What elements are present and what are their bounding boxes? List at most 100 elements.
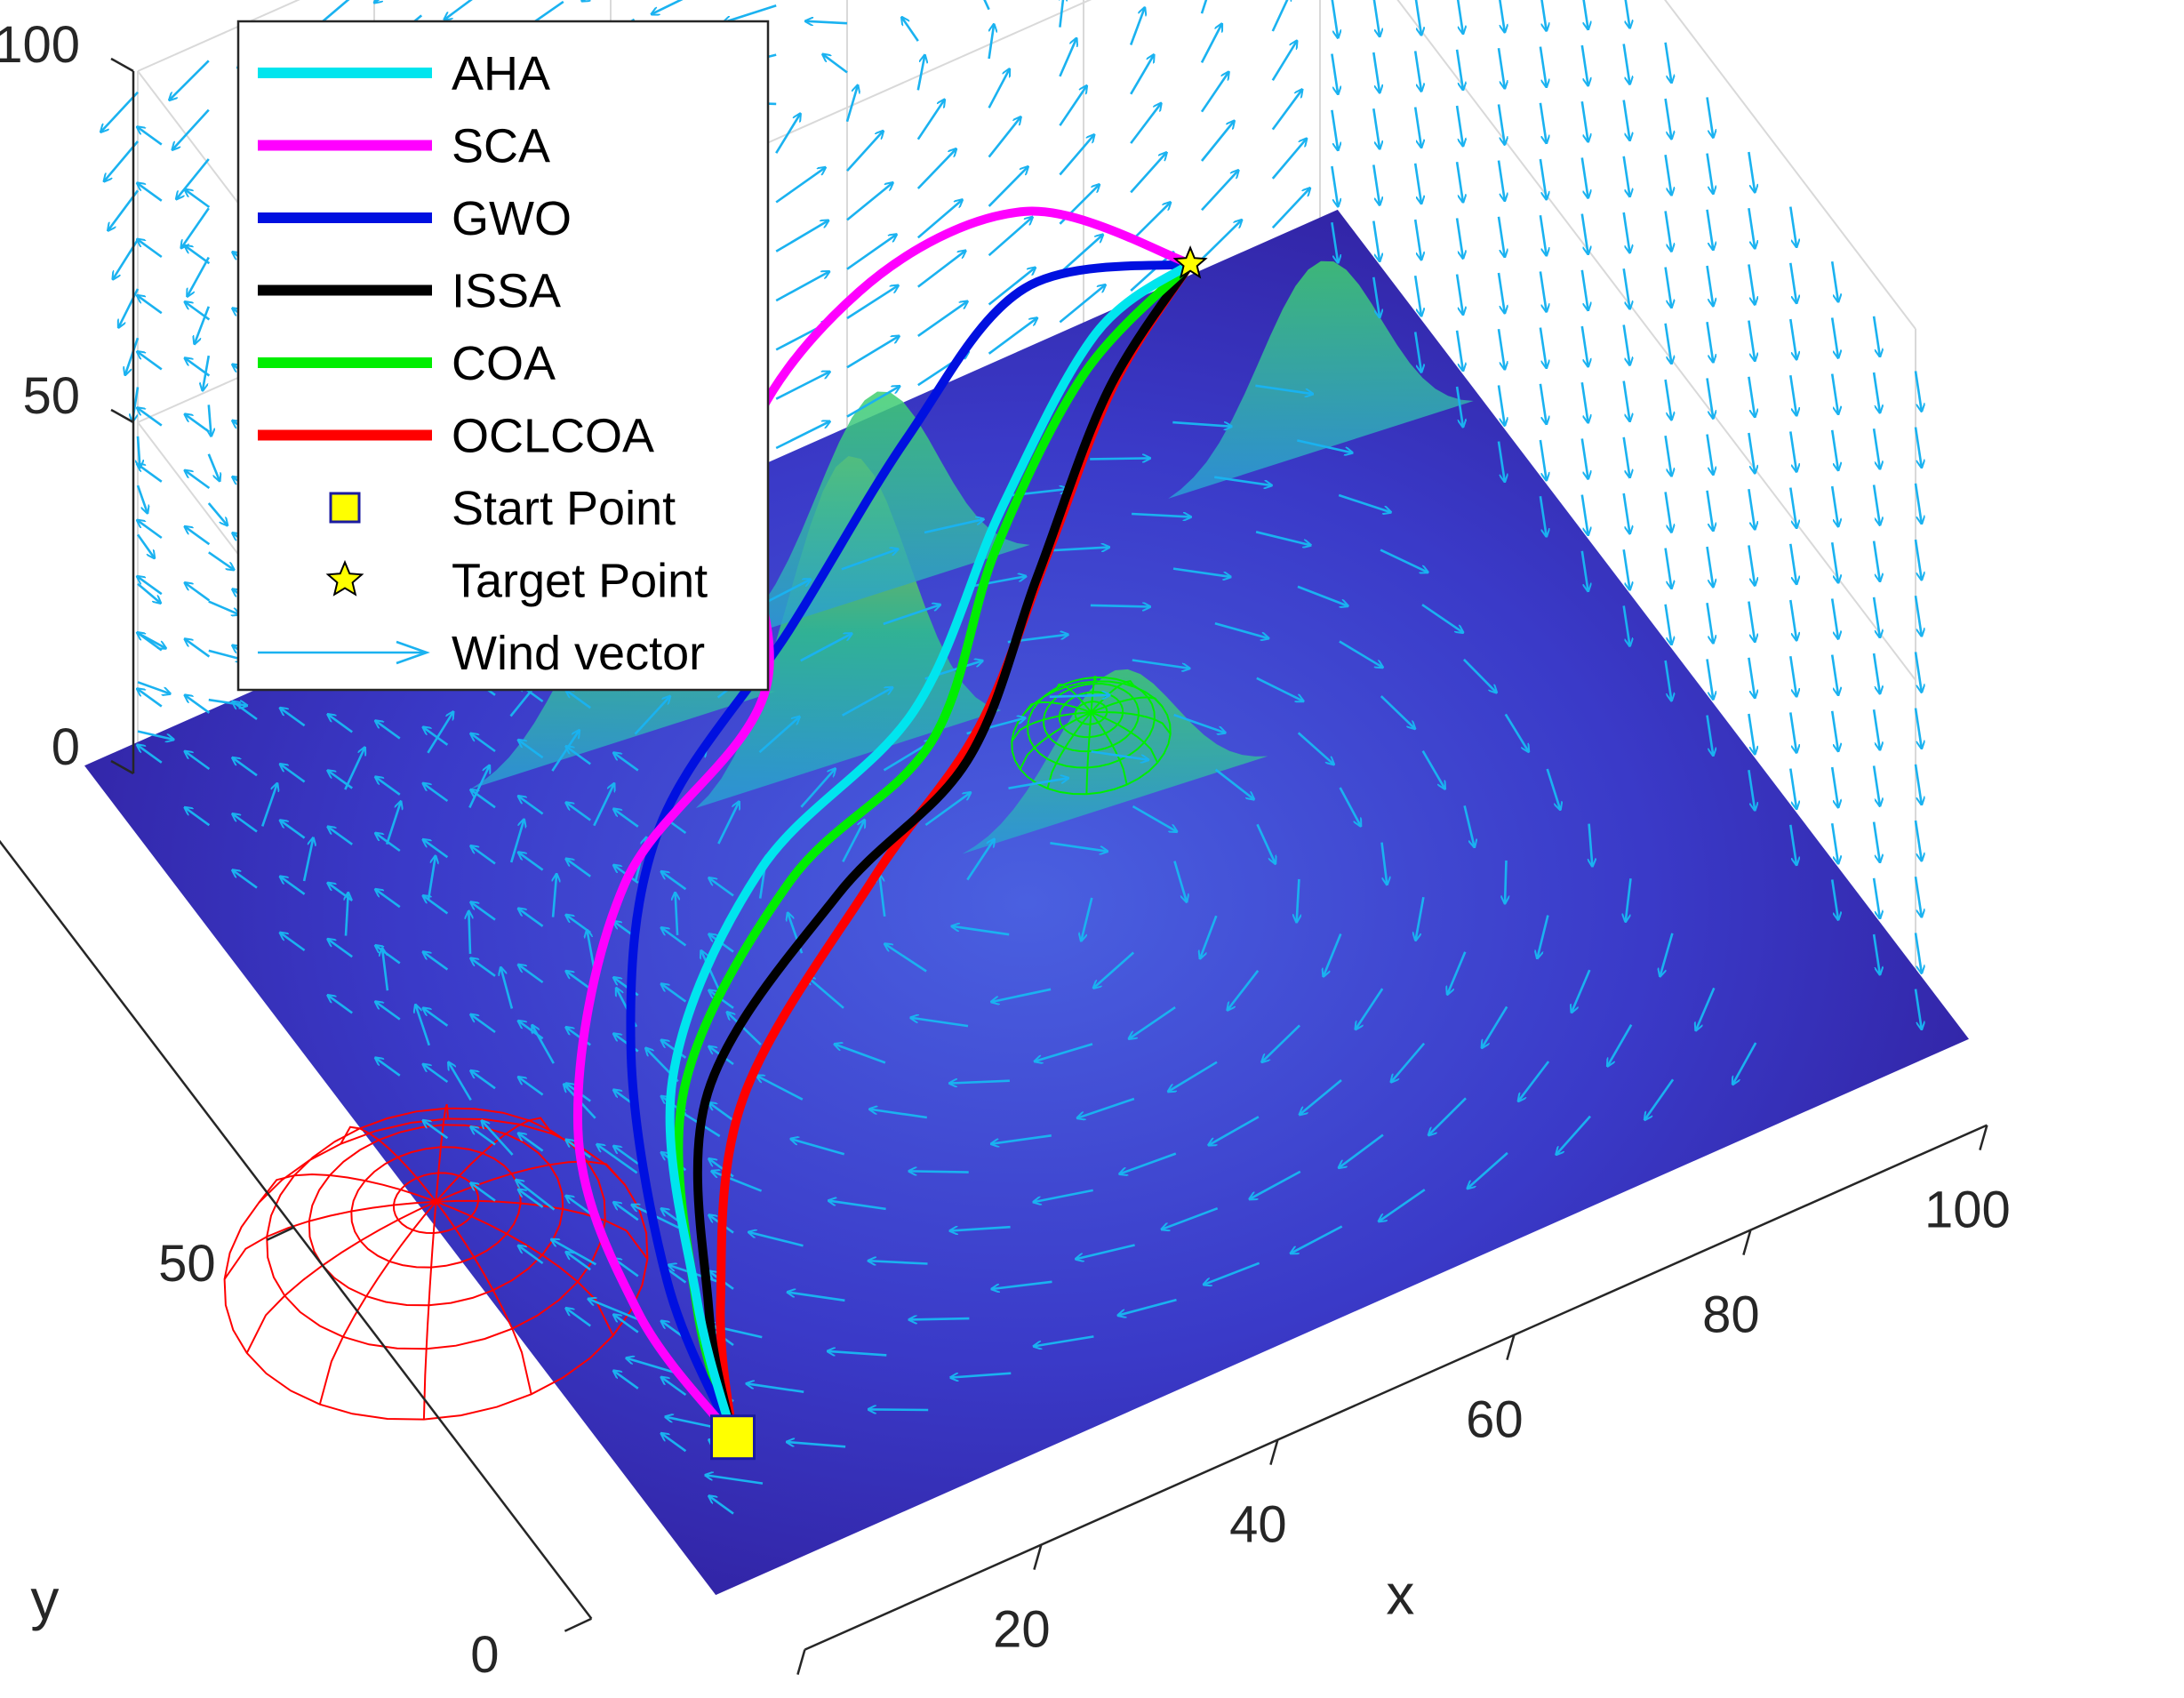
- wind-arrow: [1413, 276, 1421, 315]
- wind-arrow: [1748, 320, 1755, 360]
- wind-arrow: [208, 600, 239, 614]
- wind-arrow: [775, 272, 828, 302]
- wind-arrow: [775, 220, 828, 252]
- wind-arrow: [444, 0, 473, 20]
- wind-arrow: [788, 1442, 846, 1448]
- wind-arrow: [260, 784, 276, 827]
- wind-arrow: [1173, 713, 1225, 733]
- wind-arrow: [1255, 531, 1310, 545]
- wind-arrow: [1580, 382, 1588, 421]
- wind-arrow: [138, 745, 163, 764]
- mountain-obstacle: [1168, 260, 1474, 499]
- wind-arrow: [416, 1005, 431, 1046]
- legend-label: ISSA: [452, 265, 561, 318]
- wind-arrow: [1505, 860, 1506, 902]
- axis-ticks: 020406080100x050100y050100: [0, 16, 2011, 1684]
- wind-arrow: [992, 1134, 1052, 1143]
- wind-arrow: [1696, 987, 1716, 1029]
- wind-arrow: [186, 695, 211, 714]
- wind-arrow: [483, 1121, 514, 1156]
- threat-meridian: [318, 1201, 437, 1405]
- wind-arrow: [1455, 218, 1463, 257]
- wind-arrow: [1455, 274, 1463, 314]
- wind-arrow: [1830, 485, 1838, 525]
- wind-arrow: [1622, 44, 1630, 83]
- wind-arrow: [1455, 162, 1463, 201]
- wind-arrow: [788, 1293, 845, 1302]
- wind-arrow: [207, 502, 227, 525]
- wind-arrow: [1914, 933, 1922, 972]
- wind-arrow: [137, 681, 170, 693]
- wind-arrow: [1872, 429, 1880, 468]
- wind-arrow: [879, 875, 886, 917]
- wind-arrow: [1733, 1042, 1757, 1084]
- wind-arrow: [551, 731, 579, 772]
- wind-arrow: [1049, 695, 1109, 697]
- wind-arrow: [1497, 160, 1505, 200]
- wind-arrow: [1748, 208, 1755, 247]
- wind-arrow: [1499, 0, 1505, 31]
- threat-meridian: [1091, 711, 1172, 735]
- wind-arrow: [1872, 821, 1880, 861]
- wind-arrow: [1830, 823, 1838, 862]
- wind-arrow: [1789, 599, 1796, 639]
- wind-arrow: [186, 358, 211, 377]
- wind-arrow: [1468, 1151, 1508, 1188]
- wind-arrow: [1789, 431, 1796, 470]
- wind-arrow: [1706, 715, 1714, 755]
- wind-arrow: [1463, 805, 1475, 846]
- wind-arrow: [385, 802, 400, 845]
- wind-arrow: [328, 996, 353, 1014]
- wind-arrow: [1048, 548, 1108, 551]
- wind-arrow: [1271, 90, 1302, 131]
- legend-item: COA: [258, 337, 556, 390]
- wind-arrow: [1582, 0, 1588, 28]
- wind-arrow: [468, 912, 470, 954]
- wind-arrow: [828, 1351, 887, 1357]
- wind-arrow: [806, 21, 848, 23]
- wind-arrow: [1292, 1225, 1343, 1253]
- wind-arrow: [138, 296, 163, 315]
- wind-arrow: [1580, 157, 1588, 196]
- wind-arrow: [983, 0, 990, 11]
- wind-arrow: [1297, 732, 1333, 764]
- x-axis-line: [804, 1124, 1988, 1651]
- wind-arrow: [137, 730, 173, 740]
- wind-arrow: [233, 814, 258, 833]
- wind-arrow: [1497, 441, 1505, 481]
- wind-arrow: [1748, 432, 1755, 472]
- wind-arrow: [1580, 213, 1588, 253]
- wind-arrow: [1201, 171, 1238, 212]
- wind-arrow: [1789, 262, 1796, 302]
- wind-arrow: [1130, 153, 1166, 194]
- wind-arrow: [1214, 621, 1268, 638]
- wind-arrow: [823, 55, 848, 74]
- wind-arrow: [1622, 156, 1630, 196]
- wind-arrow: [792, 1139, 845, 1156]
- wind-arrow: [471, 1127, 496, 1146]
- wind-arrow: [1914, 877, 1922, 916]
- wind-arrow: [1297, 439, 1351, 453]
- legend-label: AHA: [452, 47, 550, 100]
- wind-arrow: [138, 521, 163, 540]
- threat-meridian: [1090, 711, 1128, 785]
- wind-arrow: [519, 1189, 544, 1208]
- wind-arrow: [209, 404, 212, 435]
- wind-arrow: [775, 168, 825, 204]
- wind-arrow: [1622, 212, 1630, 252]
- wind-arrow: [281, 877, 306, 895]
- threat-meridian: [1090, 676, 1097, 713]
- wind-arrow: [1664, 98, 1672, 138]
- wind-arrow: [1748, 264, 1755, 303]
- wind-arrow: [1119, 1298, 1177, 1315]
- wind-arrow: [1331, 165, 1338, 205]
- wind-arrow: [1706, 322, 1714, 361]
- start-point-marker: [710, 1414, 756, 1461]
- wind-arrow: [1034, 1189, 1093, 1202]
- wind-arrow: [800, 634, 852, 662]
- wind-arrow: [532, 1026, 555, 1064]
- wind-arrow: [706, 1475, 764, 1485]
- wind-arrow: [519, 1077, 544, 1096]
- wind-arrow: [519, 741, 544, 759]
